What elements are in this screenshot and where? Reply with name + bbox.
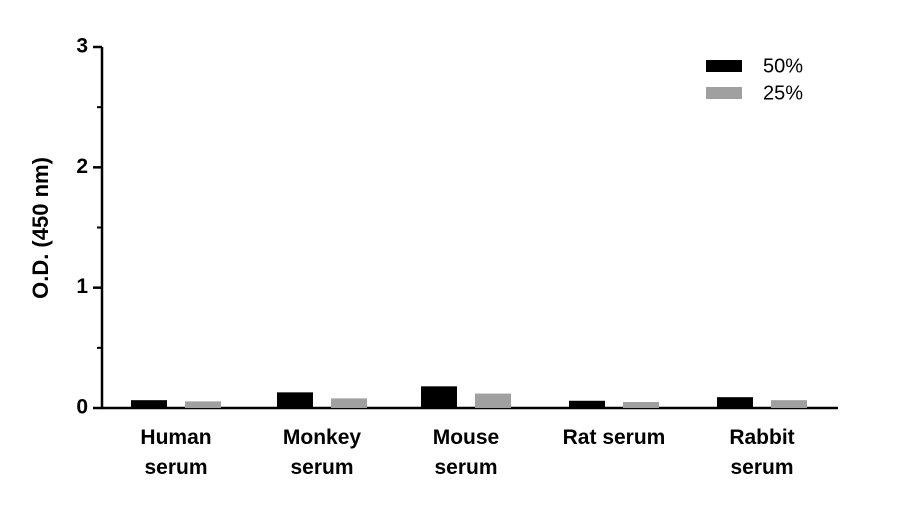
legend-swatch: [706, 60, 742, 72]
y-tick-label: 3: [76, 35, 88, 58]
bar: [771, 400, 807, 408]
y-tick-label: 0: [76, 396, 88, 419]
x-tick-label: Monkey serum: [282, 426, 362, 479]
bar: [131, 400, 167, 408]
bar: [421, 386, 457, 408]
bar: [717, 397, 753, 408]
bar: [277, 392, 313, 408]
bar: [623, 401, 659, 408]
x-tick-label: Mouse serum: [432, 426, 500, 479]
legend-label: 50%: [763, 55, 803, 77]
y-tick-label: 2: [76, 155, 88, 178]
bar: [569, 400, 605, 408]
y-axis-label: O.D. (450 nm): [28, 157, 53, 299]
bar: [331, 398, 367, 408]
y-tick-label: 1: [76, 275, 88, 298]
x-tick-label: Rabbit serum: [729, 426, 795, 479]
bar: [185, 401, 221, 408]
bar: [475, 393, 511, 408]
legend-label: 25%: [763, 82, 803, 104]
x-tick-label: Rat serum: [562, 426, 666, 449]
legend-swatch: [706, 87, 742, 99]
x-tick-label: Human serum: [140, 426, 212, 479]
